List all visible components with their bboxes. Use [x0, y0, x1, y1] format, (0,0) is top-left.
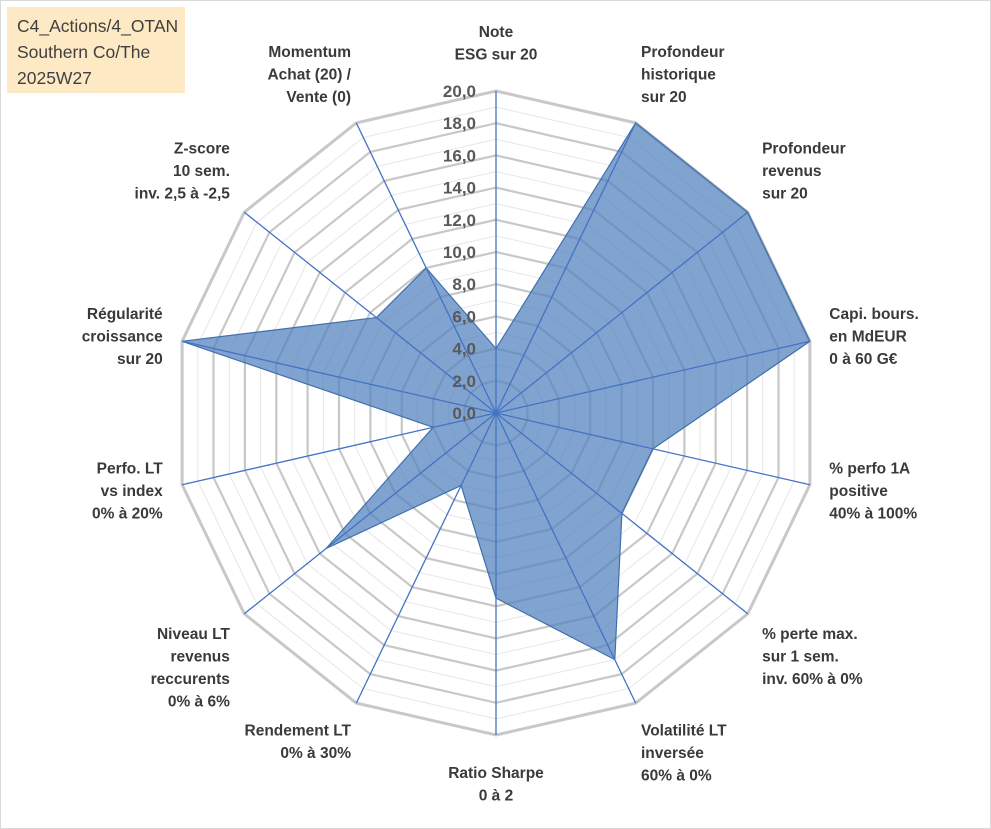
radar-axis-label-line: Perfo. LT [97, 461, 164, 478]
radar-axis-label-line: Vente (0) [286, 89, 351, 106]
radar-axis-label-line: historique [641, 67, 716, 84]
radar-axis-label-line: reccurents [151, 671, 230, 688]
radar-axis-label-line: Rendement LT [245, 723, 352, 740]
radar-axis-label-line: Volatilité LT [641, 723, 727, 740]
radar-axis-label: Note ESG sur 20 [455, 24, 538, 64]
radar-spoke [495, 412, 749, 615]
radar-spoke [181, 412, 497, 486]
radar-axis-label-line: 0% à 20% [92, 506, 163, 523]
radar-tick-label: 10,0 [443, 243, 476, 262]
radar-axis-label-line: 0% à 6% [168, 694, 230, 711]
radar-tick-label: 4,0 [452, 340, 476, 359]
radar-axis-label-line: inv. 60% à 0% [762, 671, 863, 688]
radar-axis-label: Profondeur historique sur 20 [641, 44, 725, 106]
radar-axis-label-line: 40% à 100% [829, 506, 917, 523]
radar-axis-label-line: Capi. bours. [829, 306, 919, 323]
radar-axis-label: Momentum Achat (20) / Vente (0) [267, 44, 351, 106]
info-box-line-3: 2025W27 [17, 68, 92, 88]
radar-tick-label: 0,0 [452, 404, 476, 423]
radar-tick-label: 12,0 [443, 211, 476, 230]
radar-axis-label-line: Niveau LT [157, 626, 230, 643]
radar-tick-label: 16,0 [443, 146, 476, 165]
radar-axis-label-line: sur 20 [641, 89, 687, 106]
radar-axis-label-line: inversée [641, 745, 704, 762]
radar-axis-label: Niveau LT revenus reccurents 0% à 6% [151, 626, 231, 711]
radar-axis-label-line: Profondeur [762, 141, 846, 158]
info-box-line-1: C4_Actions/4_OTAN [17, 16, 179, 36]
radar-axis-label-line: 10 sem. [173, 163, 230, 180]
radar-spoke [243, 211, 497, 414]
radar-axis-label-line: Note [479, 24, 514, 41]
radar-tick-label: 14,0 [443, 179, 476, 198]
radar-spoke [355, 412, 497, 704]
radar-axis-label-line: Z-score [174, 141, 230, 158]
radar-axis-label-line: Ratio Sharpe [448, 765, 544, 782]
radar-tick-labels: 0,0 2,0 4,0 6,0 8,0 10,0 12,0 14,0 16,0 18,0 20,0 [443, 82, 476, 423]
radar-axis-label: Volatilité LT inversée 60% à 0% [641, 723, 727, 785]
radar-axis-label: Ratio Sharpe 0 à 2 [448, 765, 544, 805]
radar-axis-label-line: revenus [170, 649, 229, 666]
radar-spoke [495, 340, 811, 414]
info-box-line-2: Southern Co/The [17, 42, 151, 62]
radar-spoke [243, 412, 497, 615]
radar-spoke [355, 122, 497, 414]
radar-spokes [181, 91, 811, 735]
radar-axis-label: Régularité croissance sur 20 [82, 306, 163, 368]
radar-tick-label: 8,0 [452, 275, 476, 294]
radar-axis-label-line: revenus [762, 163, 821, 180]
radar-axis-label: % perte max. sur 1 sem. inv. 60% à 0% [762, 626, 863, 688]
radar-axis-label-line: % perfo 1A [829, 461, 910, 478]
radar-axis-labels: Note ESG sur 20 Profondeur historique sur 20… [82, 24, 919, 805]
radar-axis-label: Capi. bours. en MdEUR 0 à 60 G€ [829, 306, 919, 368]
radar-axis-label-line: 0% à 30% [280, 745, 351, 762]
radar-axis-label-line: ESG sur 20 [455, 47, 538, 64]
info-box: C4_Actions/4_OTAN Southern Co/The 2025W2… [7, 7, 185, 93]
radar-spoke [495, 211, 749, 414]
radar-axis-label: Z-score 10 sem. inv. 2,5 à -2,5 [135, 141, 231, 203]
radar-axis-label-line: en MdEUR [829, 328, 907, 345]
radar-spoke [495, 412, 637, 704]
radar-axis-label: % perfo 1A positive 40% à 100% [829, 461, 917, 523]
radar-axis-label: Profondeur revenus sur 20 [762, 141, 846, 203]
radar-axis-label-line: sur 20 [762, 186, 808, 203]
radar-axis-label-line: Momentum [268, 44, 351, 61]
radar-axis-label-line: Profondeur [641, 44, 725, 61]
radar-axis-label-line: Régularité [87, 306, 163, 323]
radar-tick-label: 20,0 [443, 82, 476, 101]
radar-axis-label-line: croissance [82, 328, 163, 345]
radar-axis-label: Rendement LT 0% à 30% [245, 723, 352, 763]
radar-axis-label: Perfo. LT vs index 0% à 20% [92, 461, 163, 523]
radar-axis-label-line: 0 à 60 G€ [829, 351, 897, 368]
radar-tick-label: 2,0 [452, 372, 476, 391]
radar-axis-label-line: 60% à 0% [641, 768, 712, 785]
radar-spoke [495, 122, 637, 414]
radar-spoke [495, 412, 811, 486]
radar-axis-label-line: vs index [101, 483, 163, 500]
radar-spoke [181, 340, 497, 414]
radar-tick-label: 6,0 [452, 307, 476, 326]
radar-axis-label-line: positive [829, 483, 888, 500]
radar-axis-label-line: inv. 2,5 à -2,5 [135, 186, 231, 203]
radar-axis-label-line: Achat (20) / [267, 67, 351, 84]
radar-axis-label-line: sur 20 [117, 351, 163, 368]
radar-axis-label-line: 0 à 2 [479, 788, 513, 805]
radar-tick-label: 18,0 [443, 114, 476, 133]
radar-axis-label-line: % perte max. [762, 626, 858, 643]
radar-axis-label-line: sur 1 sem. [762, 649, 839, 666]
